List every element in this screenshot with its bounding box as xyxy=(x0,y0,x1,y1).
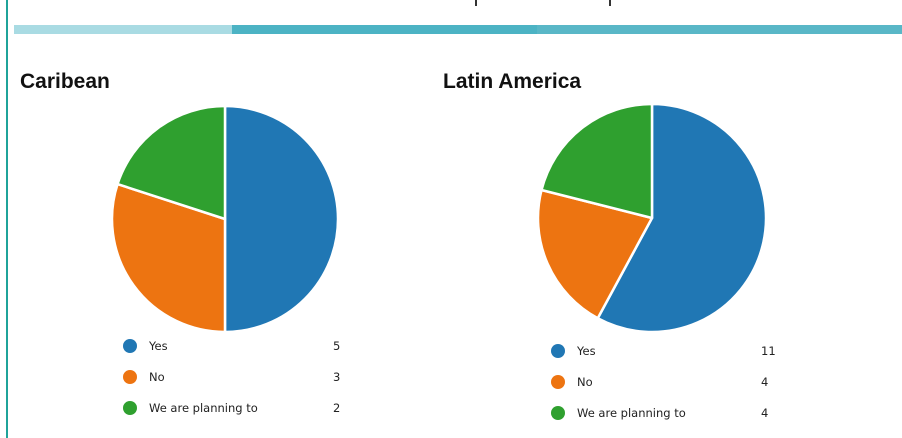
legend-label-we-are-planning-to: We are planning to xyxy=(577,406,686,420)
legend-swatch-no xyxy=(123,370,137,384)
legend-value-we-are-planning-to: 2 xyxy=(333,401,341,415)
pie-slice-no xyxy=(536,188,654,320)
header-band-mid xyxy=(232,25,537,34)
cropped-heading-fragment xyxy=(475,0,611,6)
pie-slice-no xyxy=(110,182,227,334)
legend-label-we-are-planning-to: We are planning to xyxy=(149,401,258,415)
legend-label-yes: Yes xyxy=(149,339,168,353)
legend-swatch-yes xyxy=(123,339,137,353)
header-band-dark xyxy=(537,25,902,34)
header-band-light xyxy=(14,25,232,34)
slide-frame-left-border xyxy=(6,0,8,438)
pie-slice-yes xyxy=(596,102,768,334)
legend-value-yes: 5 xyxy=(333,339,341,353)
legend-value-no: 3 xyxy=(333,370,341,384)
legend-value-yes: 11 xyxy=(761,344,776,358)
legend-item-yes: Yes 11 xyxy=(551,341,791,361)
legend-value-we-are-planning-to: 4 xyxy=(761,406,769,420)
legend-label-no: No xyxy=(577,375,593,389)
legend-swatch-no xyxy=(551,375,565,389)
pie-slice-yes xyxy=(223,104,340,334)
legend-item-no: No 4 xyxy=(551,372,791,392)
pie-slice-we-are-planning-to xyxy=(116,104,227,221)
chart-title-latin-america: Latin America xyxy=(443,70,582,93)
pie-chart-latin-america xyxy=(536,102,768,334)
legend-swatch-we-are-planning-to xyxy=(123,401,137,415)
legend-swatch-yes xyxy=(551,344,565,358)
legend-item-we-are-planning-to: We are planning to 4 xyxy=(551,403,791,423)
chart-title-caribean: Caribean xyxy=(20,70,110,93)
legend-item-we-are-planning-to: We are planning to 2 xyxy=(123,398,363,418)
legend-swatch-we-are-planning-to xyxy=(551,406,565,420)
pie-slice-we-are-planning-to xyxy=(540,102,654,220)
legend-item-no: No 3 xyxy=(123,367,363,387)
pie-chart-caribean xyxy=(110,104,340,334)
legend-label-no: No xyxy=(149,370,165,384)
legend-value-no: 4 xyxy=(761,375,769,389)
legend-label-yes: Yes xyxy=(577,344,596,358)
legend-item-yes: Yes 5 xyxy=(123,336,363,356)
